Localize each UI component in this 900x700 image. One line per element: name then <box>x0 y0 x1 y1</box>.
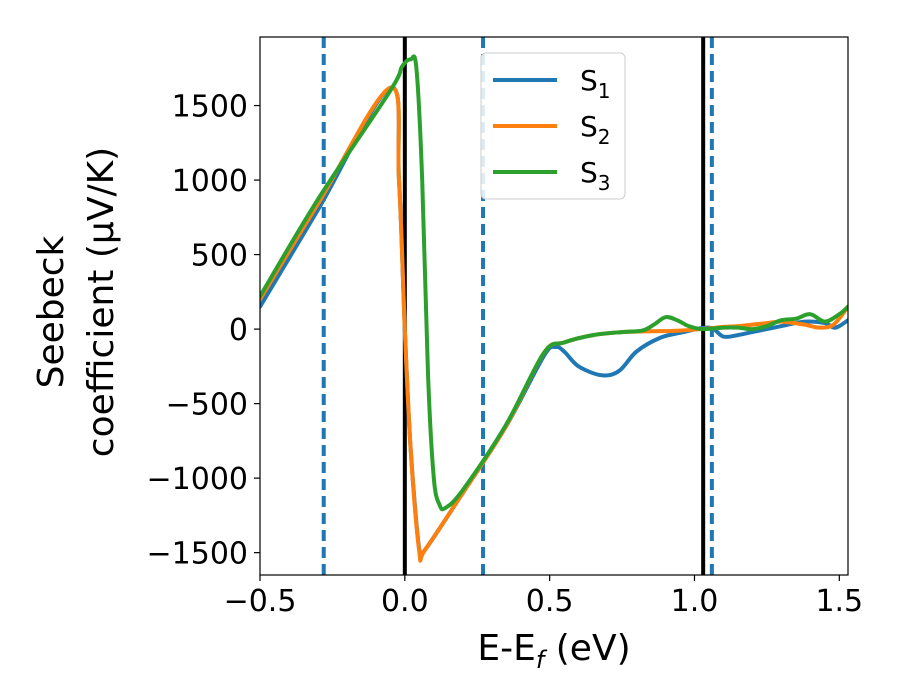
y-axis-label-line2: coefficient (μV/K) <box>81 147 122 457</box>
y-axis-label-line1: Seebeck <box>31 235 72 388</box>
y-tick-label: 0 <box>229 313 248 348</box>
y-tick-label: 500 <box>191 239 248 274</box>
x-axis-ticks: −0.5 0.0 0.5 1.0 1.5 <box>224 575 863 619</box>
x-tick-label: −0.5 <box>224 584 297 619</box>
y-tick-label: −1500 <box>147 537 248 572</box>
x-tick-label: 0.5 <box>526 584 574 619</box>
series-lines <box>260 54 848 563</box>
series-line-s3 <box>260 54 848 512</box>
plot-frame <box>259 36 849 576</box>
x-axis-label-unit: (eV) <box>544 628 630 669</box>
y-tick-label: −1000 <box>147 462 248 497</box>
y-axis-ticks: −1500 −1000 −500 0 500 1000 1500 <box>147 90 260 572</box>
legend-label-s2: S2 <box>580 110 611 149</box>
x-tick-label: 1.0 <box>671 584 719 619</box>
y-tick-label: −500 <box>166 388 248 423</box>
x-tick-label: 1.5 <box>815 584 863 619</box>
legend: S1 S2 S3 <box>480 52 626 200</box>
y-tick-label: 1500 <box>172 90 248 125</box>
x-tick-label: 0.0 <box>381 584 429 619</box>
legend-label-s1: S1 <box>580 64 611 103</box>
y-tick-label: 1000 <box>172 164 248 199</box>
x-axis-label: E-Ef (eV) <box>477 628 630 674</box>
legend-label-s3: S3 <box>580 156 611 195</box>
